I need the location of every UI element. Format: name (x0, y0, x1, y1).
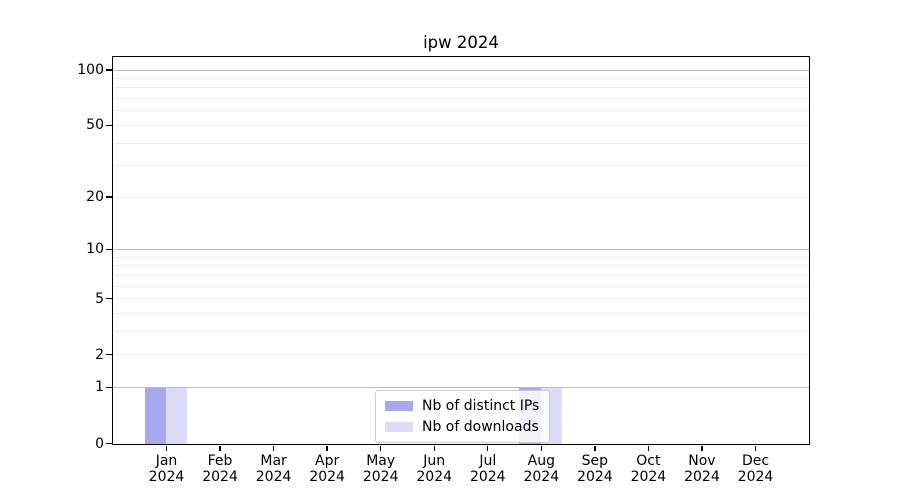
gridline-minor (113, 98, 809, 100)
gridline-major (113, 69, 809, 71)
y-tick-mark (106, 124, 112, 127)
y-tick-label: 50 (86, 117, 104, 134)
gridline-minor (113, 165, 809, 167)
x-tick-year: 2024 (523, 469, 560, 485)
x-tick-mark (754, 445, 757, 451)
x-tick-year: 2024 (255, 469, 292, 485)
y-tick-label: 100 (77, 62, 104, 79)
y-tick-mark (106, 297, 112, 300)
y-tick-mark (106, 386, 112, 389)
x-tick-mark (326, 445, 328, 451)
x-tick-label: Jul 2024 (443, 453, 533, 486)
x-tick-month: Dec (741, 452, 770, 469)
x-tick-mark (165, 445, 168, 451)
x-tick-year: 2024 (416, 469, 453, 485)
x-tick-mark (379, 445, 382, 451)
gridline-minor (113, 265, 809, 267)
distinct-ips-swatch-icon (385, 401, 413, 411)
y-tick-label: 2 (95, 346, 104, 363)
legend-label-distinct-ips: Nb of distinct IPs (422, 398, 540, 414)
gridline-minor (113, 274, 809, 276)
legend-item-downloads: Nb of downloads (385, 418, 539, 436)
x-tick-label: Jun 2024 (389, 453, 479, 486)
x-tick-mark (540, 445, 542, 451)
x-tick-year: 2024 (202, 469, 238, 485)
gridline-minor (113, 312, 809, 314)
y-tick-label: 0 (95, 435, 104, 452)
y-tick-mark (106, 353, 112, 356)
x-tick-year: 2024 (362, 469, 399, 485)
x-tick-mark (219, 445, 221, 451)
chart-title: ipw 2024 (423, 33, 499, 52)
x-tick-month: Mar (260, 452, 287, 469)
gridline-minor (113, 110, 809, 112)
x-tick-year: 2024 (309, 469, 345, 485)
x-tick-label: Sep 2024 (550, 453, 640, 486)
legend: Nb of distinct IPs Nb of downloads (375, 390, 551, 443)
x-tick-year: 2024 (148, 469, 185, 485)
gridline-minor (113, 354, 809, 356)
bar-downloads-jan (166, 387, 188, 444)
x-tick-mark (647, 445, 650, 451)
x-tick-label: May 2024 (336, 453, 426, 486)
y-tick-mark (106, 69, 112, 71)
x-tick-month: Jun (423, 452, 446, 469)
x-tick-year: 2024 (684, 469, 720, 485)
x-tick-month: Jan (155, 452, 178, 469)
x-tick-mark (487, 445, 489, 451)
x-tick-month: Jul (479, 452, 497, 469)
x-tick-year: 2024 (577, 469, 613, 485)
x-tick-month: Aug (527, 452, 555, 469)
x-tick-label: Apr 2024 (282, 453, 372, 486)
x-tick-label: Feb 2024 (175, 453, 265, 486)
downloads-swatch-icon (385, 422, 413, 432)
gridline-minor (113, 256, 809, 258)
x-tick-label: Jan 2024 (122, 453, 212, 486)
x-tick-month: Oct (636, 452, 661, 469)
y-tick-label: 1 (95, 379, 104, 396)
legend-item-distinct-ips: Nb of distinct IPs (385, 397, 539, 415)
y-tick-label: 5 (95, 290, 104, 307)
gridline-minor (113, 142, 809, 144)
x-tick-label: Dec 2024 (710, 453, 800, 486)
x-tick-label: Oct 2024 (603, 453, 693, 486)
x-tick-mark (272, 445, 275, 451)
gridline-minor (113, 196, 809, 198)
gridline-minor (113, 78, 809, 80)
gridline-major (113, 248, 809, 250)
gridline-minor (113, 87, 809, 89)
x-tick-month: Feb (207, 452, 233, 469)
gridline-minor (113, 330, 809, 332)
gridline-minor (113, 285, 809, 287)
y-tick-mark (106, 248, 112, 251)
x-tick-year: 2024 (630, 469, 667, 485)
x-tick-label: Aug 2024 (496, 453, 586, 486)
gridline-major (113, 386, 809, 388)
legend-label-downloads: Nb of downloads (422, 419, 539, 435)
x-tick-year: 2024 (737, 469, 774, 485)
y-tick-mark (106, 442, 112, 445)
x-tick-label: Nov 2024 (657, 453, 747, 486)
x-tick-mark (594, 445, 596, 451)
gridline-minor (113, 298, 809, 300)
x-tick-label: Mar 2024 (229, 453, 319, 486)
plot-area: Nb of distinct IPs Nb of downloads (112, 56, 810, 445)
gridline-minor (113, 124, 809, 126)
y-tick-mark (106, 196, 112, 198)
x-tick-mark (433, 445, 435, 451)
x-tick-year: 2024 (469, 469, 506, 485)
x-tick-month: Sep (581, 452, 609, 469)
y-tick-label: 10 (86, 241, 104, 258)
y-tick-label: 20 (86, 189, 104, 206)
x-tick-month: Nov (688, 452, 716, 469)
x-tick-month: May (366, 452, 396, 469)
bar-distinct-ips-jan (144, 387, 166, 444)
x-tick-mark (701, 445, 703, 451)
x-tick-month: Apr (315, 452, 340, 469)
